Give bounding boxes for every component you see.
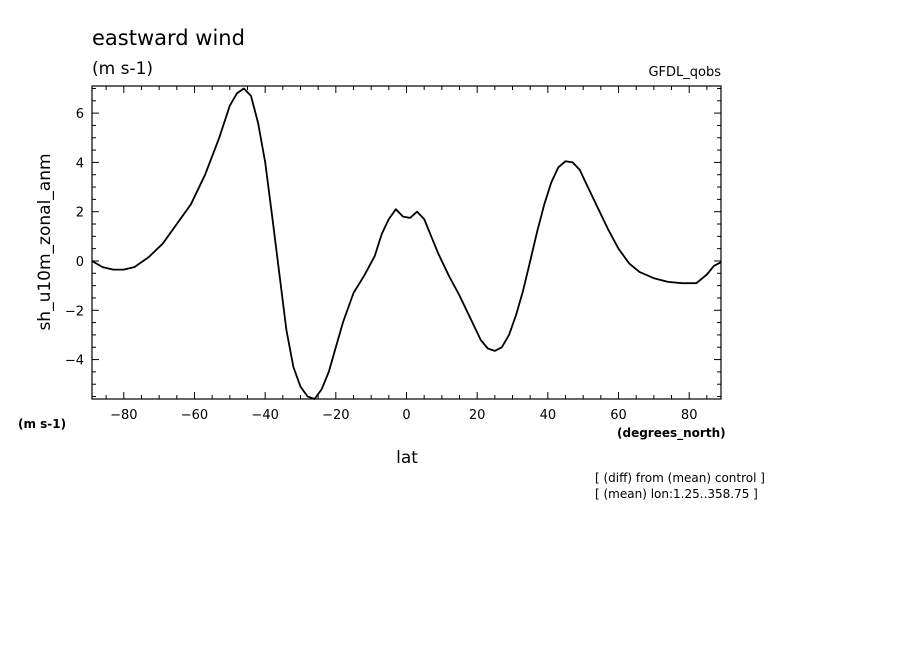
y-tick-label: −4 [65,354,84,369]
note-mean: [ (mean) lon:1.25..358.75 ] [595,487,758,501]
note-diff: [ (diff) from (mean) control ] [595,471,765,485]
plot-frame [91,85,722,400]
x-tick-label: 20 [469,408,486,423]
y-axis-units: (m s-1) [18,417,66,431]
x-tick-label: −40 [251,408,278,423]
source-label: GFDL_qobs [648,65,721,80]
y-tick-label: 6 [76,107,84,122]
x-axis-label: lat [396,448,418,468]
x-tick-labels: −80 −60 −40 −20 0 20 40 60 80 [110,408,697,423]
y-tick-label: 0 [76,255,84,270]
x-tick-label: 0 [402,408,410,423]
chart-title: eastward wind [92,26,245,50]
x-tick-label: −80 [110,408,137,423]
x-axis-units: (degrees_north) [617,426,726,441]
y-tick-label: −2 [65,304,84,319]
x-tick-label: −20 [322,408,349,423]
tick-marks [92,86,721,399]
y-tick-label: 2 [76,206,84,221]
x-tick-label: −60 [181,408,208,423]
x-tick-label: 60 [610,408,627,423]
y-tick-label: 4 [76,156,84,171]
series-group [91,87,722,400]
x-tick-label: 80 [681,408,698,423]
chart-subtitle-units: (m s-1) [92,59,153,79]
y-axis-label: sh_u10m_zonal_anm [35,153,55,330]
y-tick-labels: −4 −2 0 2 4 6 [65,107,84,368]
x-tick-label: 40 [540,408,557,423]
series-line [91,87,722,400]
